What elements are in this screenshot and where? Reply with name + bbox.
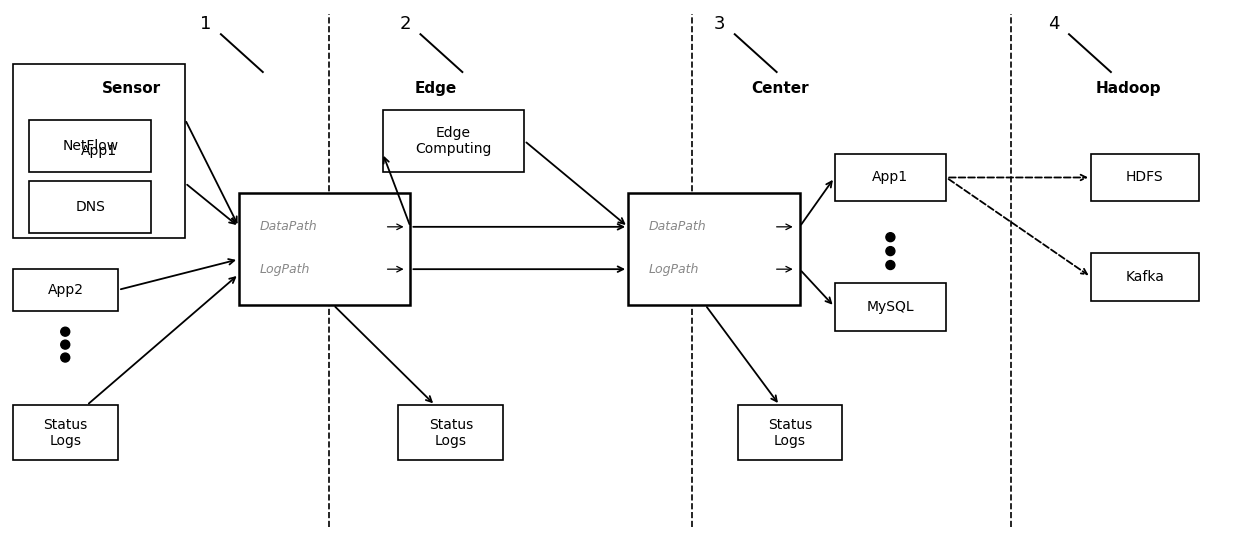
FancyBboxPatch shape — [14, 405, 118, 460]
Text: 4: 4 — [1048, 15, 1059, 33]
Text: Sensor: Sensor — [102, 81, 161, 97]
Text: Status
Logs: Status Logs — [43, 418, 88, 448]
Text: 2: 2 — [400, 15, 411, 33]
FancyBboxPatch shape — [737, 405, 843, 460]
Text: MySQL: MySQL — [866, 300, 914, 314]
Text: 3: 3 — [714, 15, 726, 33]
Text: 1: 1 — [201, 15, 212, 33]
Circle shape — [886, 233, 895, 242]
FancyBboxPatch shape — [14, 269, 118, 311]
Text: LogPath: LogPath — [648, 263, 699, 276]
Text: Edge: Edge — [414, 81, 456, 97]
FancyBboxPatch shape — [399, 405, 503, 460]
FancyBboxPatch shape — [835, 283, 947, 331]
FancyBboxPatch shape — [1092, 154, 1198, 201]
Text: Edge
Computing: Edge Computing — [415, 125, 492, 156]
FancyBboxPatch shape — [14, 64, 185, 238]
FancyBboxPatch shape — [239, 193, 410, 305]
Text: Status
Logs: Status Logs — [429, 418, 473, 448]
Text: Hadoop: Hadoop — [1097, 81, 1162, 97]
Text: LogPath: LogPath — [259, 263, 310, 276]
Text: NetFlow: NetFlow — [62, 138, 118, 153]
Circle shape — [886, 261, 895, 269]
Text: App2: App2 — [48, 283, 84, 297]
FancyBboxPatch shape — [30, 181, 151, 233]
FancyBboxPatch shape — [383, 110, 524, 172]
Text: Center: Center — [751, 81, 809, 97]
Circle shape — [886, 247, 895, 256]
Text: App1: App1 — [872, 171, 908, 185]
Circle shape — [61, 327, 69, 336]
Text: HDFS: HDFS — [1126, 171, 1163, 185]
FancyBboxPatch shape — [1092, 253, 1198, 301]
Text: Kafka: Kafka — [1125, 270, 1165, 284]
Text: DNS: DNS — [76, 200, 105, 214]
Text: DataPath: DataPath — [259, 220, 317, 233]
Circle shape — [61, 353, 69, 362]
Circle shape — [61, 340, 69, 349]
FancyBboxPatch shape — [835, 154, 947, 201]
Text: App1: App1 — [81, 144, 118, 158]
FancyBboxPatch shape — [30, 120, 151, 172]
Text: Status
Logs: Status Logs — [768, 418, 813, 448]
FancyBboxPatch shape — [628, 193, 799, 305]
Text: DataPath: DataPath — [648, 220, 706, 233]
